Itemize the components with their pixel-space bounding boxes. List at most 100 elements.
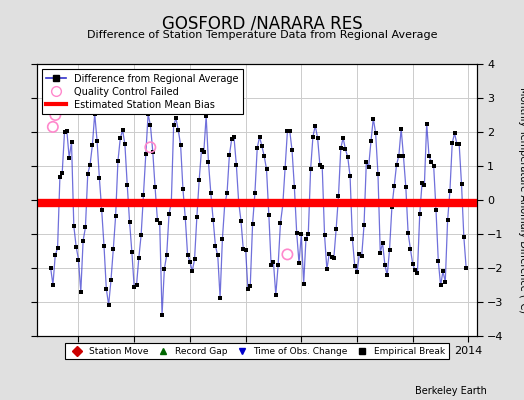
Point [457,181,466,187]
Point [114,158,122,164]
Point [188,268,196,274]
Point [162,252,171,258]
Point [109,246,117,252]
Point [288,147,296,154]
Point [439,268,447,274]
Point [260,153,268,159]
Point [341,146,350,152]
Point [325,251,333,257]
Point [434,258,442,264]
Point [253,145,261,151]
Point [198,146,206,153]
Point [336,145,345,151]
Point [413,270,422,276]
Point [193,214,201,220]
Point [311,122,320,129]
Point [234,198,243,205]
Point [93,137,101,144]
Point [313,135,322,141]
Point [174,127,182,134]
Point [420,182,429,188]
Point [158,312,166,318]
Point [200,148,208,155]
Point [276,220,285,226]
Point [118,127,127,133]
Point [225,152,234,158]
Point [60,128,69,135]
Point [269,259,278,266]
Point [223,190,231,196]
Point [318,164,326,170]
Point [79,238,88,244]
Point [462,265,471,271]
Point [204,159,213,166]
Point [401,184,410,190]
Point [362,159,370,165]
Point [388,204,396,211]
Point [392,162,401,168]
Point [232,162,241,168]
Point [214,252,222,259]
Point [95,174,104,181]
Point [309,133,317,140]
Point [453,141,461,147]
Point [53,245,62,251]
Point [137,232,145,238]
Point [88,142,96,148]
Point [49,124,57,130]
Point [133,282,141,288]
Point [237,218,245,224]
Point [255,134,264,140]
Point [248,221,257,227]
Point [378,240,387,246]
Point [323,266,331,273]
Point [383,272,391,278]
Point [351,262,359,269]
Point [372,130,380,136]
Point [425,153,433,160]
Point [297,231,305,237]
Point [246,282,255,289]
Point [369,115,377,122]
Point [165,211,173,218]
Point [121,141,129,148]
Point [427,159,435,165]
Point [172,115,180,122]
Point [58,170,67,176]
Point [112,213,120,220]
Point [242,247,250,253]
Point [436,282,445,289]
Legend: Station Move, Record Gap, Time of Obs. Change, Empirical Break: Station Move, Record Gap, Time of Obs. C… [65,343,449,360]
Point [418,180,426,186]
Point [244,286,252,292]
Point [397,126,406,132]
Point [202,113,210,119]
Point [72,243,80,250]
Point [177,142,185,148]
Point [218,236,226,242]
Point [330,255,338,261]
Y-axis label: Monthly Temperature Anomaly Difference (°C): Monthly Temperature Anomaly Difference (… [518,87,524,313]
Point [416,211,424,217]
Point [74,256,83,263]
Point [286,128,294,134]
Point [167,199,176,205]
Point [302,235,310,242]
Point [283,251,291,258]
Point [344,154,352,160]
Point [49,282,57,288]
Point [353,269,361,276]
Point [146,144,155,150]
Point [102,286,111,292]
Point [141,151,150,157]
Point [258,143,266,149]
Point [107,277,115,284]
Point [77,288,85,295]
Point [81,224,90,231]
Point [156,220,164,227]
Point [443,217,452,224]
Point [70,223,78,229]
Point [292,230,301,236]
Point [304,230,312,237]
Text: Difference of Station Temperature Data from Regional Average: Difference of Station Temperature Data f… [87,30,437,40]
